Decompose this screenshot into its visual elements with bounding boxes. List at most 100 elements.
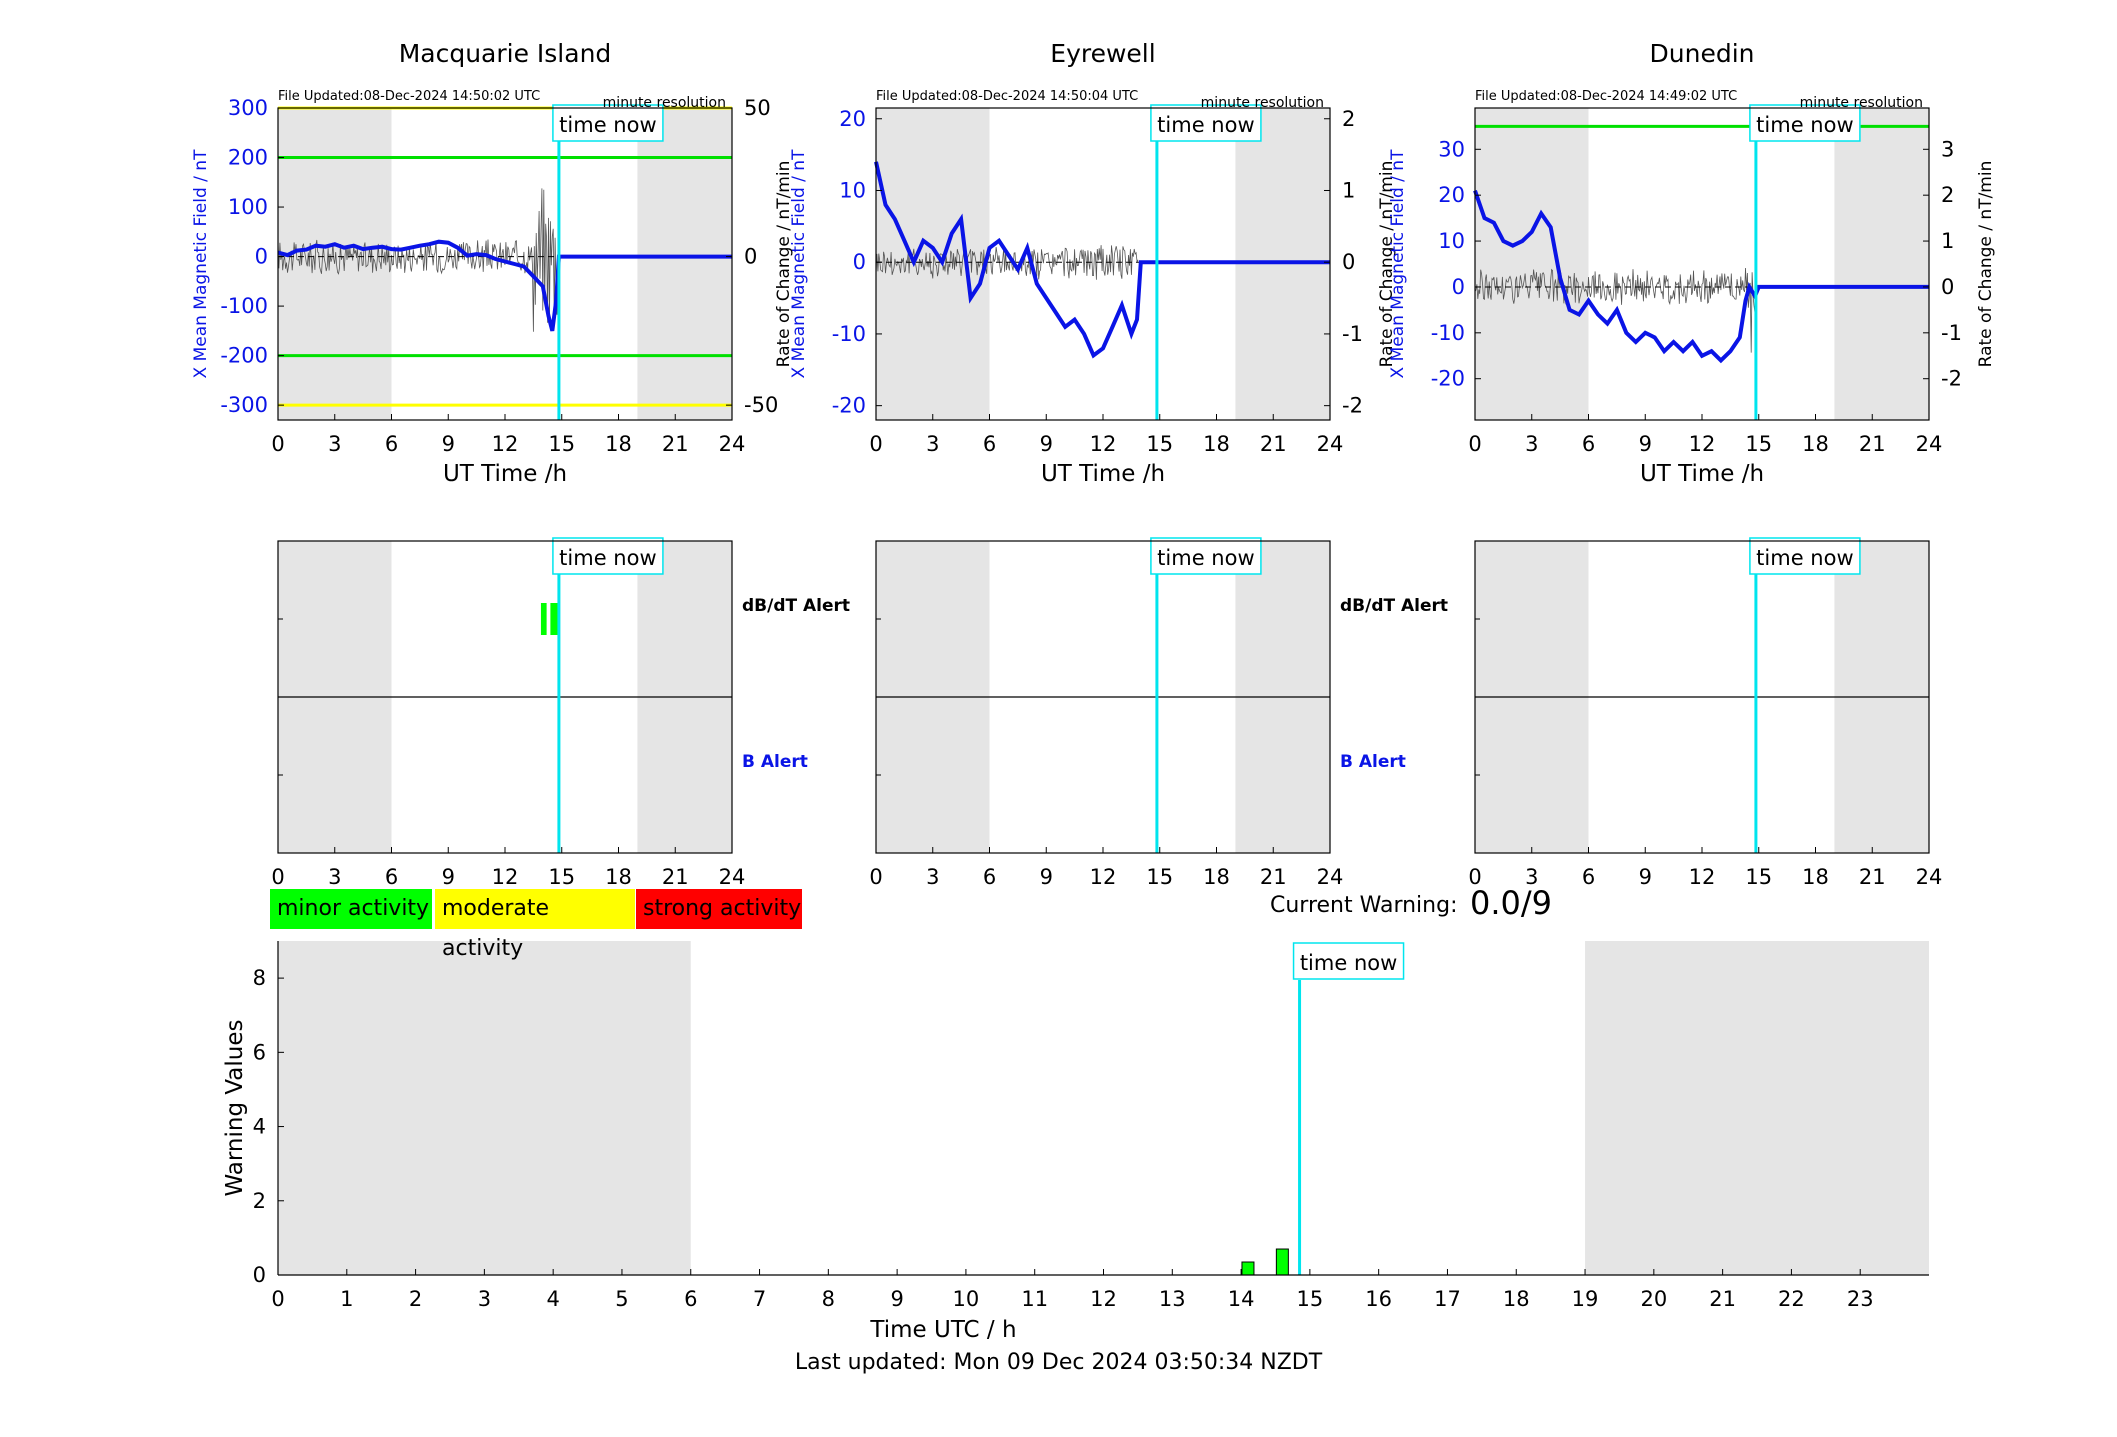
y-left-tick-label: -300 xyxy=(220,393,268,417)
y-right-tick-label: -2 xyxy=(1941,367,1962,391)
x-tick-label: 21 xyxy=(1260,432,1287,456)
x-tick-label: 18 xyxy=(1802,865,1829,889)
y-left-tick-label: 20 xyxy=(1438,183,1465,207)
y-right-tick-label: -2 xyxy=(1342,394,1363,418)
station-title: Eyrewell xyxy=(1050,39,1155,68)
y-right-axis-label: Rate of Change / nT/min xyxy=(1377,161,1397,368)
time-now-label: time now xyxy=(559,546,656,570)
x-tick-label: 12 xyxy=(1090,432,1117,456)
y-right-axis-label: Rate of Change / nT/min xyxy=(1976,161,1996,368)
y-left-tick-label: -200 xyxy=(220,344,268,368)
y-right-tick-label: -1 xyxy=(1941,321,1962,345)
time-now-label: time now xyxy=(1756,113,1853,137)
x-tick-label: 6 xyxy=(983,865,996,889)
time-now-label: time now xyxy=(559,113,656,137)
y-right-tick-label: 2 xyxy=(1342,107,1355,131)
x-tick-label: 24 xyxy=(1317,865,1344,889)
x-tick-label: 6 xyxy=(983,432,996,456)
y-left-axis-label: X Mean Magnetic Field / nT xyxy=(1388,149,1408,379)
y-tick-label: 6 xyxy=(253,1040,266,1064)
x-field-trace xyxy=(277,239,732,332)
y-right-tick-label: 1 xyxy=(1941,229,1954,253)
x-tick-label: 3 xyxy=(328,865,341,889)
x-tick-label: 21 xyxy=(1859,432,1886,456)
current-warning-label: Current Warning: xyxy=(1270,893,1458,918)
station-panel-0: Macquarie Island time now File Updated:08-… xyxy=(191,39,778,487)
x-tick-label: 18 xyxy=(1802,432,1829,456)
rate-of-change-trace xyxy=(1474,267,1756,353)
x-tick-label: 3 xyxy=(926,865,939,889)
x-tick-label: 6 xyxy=(1582,432,1595,456)
x-tick-label: 6 xyxy=(385,432,398,456)
x-tick-label: 1 xyxy=(340,1287,353,1311)
legend-moderate-activity: moderate activity xyxy=(435,889,635,961)
dbdt-alert-bar xyxy=(540,603,547,635)
x-field-trace xyxy=(874,161,1330,359)
resolution-label: minute resolution xyxy=(603,95,726,111)
x-tick-label: 21 xyxy=(1260,865,1287,889)
file-updated: File Updated:08-Dec-2024 14:50:02 UTC xyxy=(278,89,540,104)
y-left-tick-label: 0 xyxy=(853,250,866,274)
x-tick-label: 10 xyxy=(953,1287,980,1311)
x-tick-label: 3 xyxy=(1525,432,1538,456)
station-panel-2: Dunedin time now File Updated:08-Dec-2024 … xyxy=(1388,39,1996,487)
x-tick-label: 5 xyxy=(615,1287,628,1311)
x-tick-label: 3 xyxy=(478,1287,491,1311)
x-tick-label: 15 xyxy=(1146,432,1173,456)
night-shade xyxy=(278,941,691,1275)
dbdt-alert-label: dB/dT Alert xyxy=(742,596,850,616)
x-tick-label: 24 xyxy=(1916,432,1943,456)
x-tick-label: 19 xyxy=(1572,1287,1599,1311)
x-tick-label: 9 xyxy=(442,432,455,456)
y-left-tick-label: 0 xyxy=(255,245,268,269)
x-tick-label: 12 xyxy=(1689,865,1716,889)
x-tick-label: 9 xyxy=(442,865,455,889)
x-axis-label: UT Time /h xyxy=(443,461,567,487)
x-tick-label: 0 xyxy=(1468,432,1481,456)
x-tick-label: 17 xyxy=(1434,1287,1461,1311)
y-right-tick-label: -1 xyxy=(1342,322,1363,346)
x-tick-label: 8 xyxy=(822,1287,835,1311)
x-tick-label: 12 xyxy=(1090,1287,1117,1311)
y-tick-label: 4 xyxy=(253,1115,266,1139)
y-left-tick-label: 10 xyxy=(839,178,866,202)
x-tick-label: 18 xyxy=(1203,865,1230,889)
y-left-tick-label: 300 xyxy=(228,96,268,120)
dbdt-alert-bar xyxy=(550,603,558,635)
y-right-tick-label: -50 xyxy=(744,393,778,417)
y-left-tick-label: -20 xyxy=(1431,367,1465,391)
x-tick-label: 6 xyxy=(385,865,398,889)
x-tick-label: 22 xyxy=(1778,1287,1805,1311)
y-axis-label: Warning Values xyxy=(222,1019,248,1196)
last-updated: Last updated: Mon 09 Dec 2024 03:50:34 N… xyxy=(794,1350,1323,1375)
y-tick-label: 0 xyxy=(253,1263,266,1287)
x-tick-label: 0 xyxy=(869,865,882,889)
y-right-tick-label: 0 xyxy=(744,245,757,269)
x-tick-label: 15 xyxy=(548,432,575,456)
time-now-label: time now xyxy=(1157,113,1254,137)
y-left-tick-label: -10 xyxy=(832,322,866,346)
x-tick-label: 0 xyxy=(869,432,882,456)
x-tick-label: 21 xyxy=(662,865,689,889)
x-tick-label: 12 xyxy=(492,432,519,456)
x-tick-label: 12 xyxy=(1689,432,1716,456)
x-tick-label: 9 xyxy=(1639,865,1652,889)
night-shade xyxy=(1475,108,1589,420)
night-shade xyxy=(876,108,990,420)
time-now-label: time now xyxy=(1756,546,1853,570)
time-now-box xyxy=(1749,104,1861,142)
alert-panel-2: time now 0 3 6 9 12 15 18 21 24 xyxy=(1468,537,1942,889)
time-now-label: time now xyxy=(1300,951,1397,975)
x-tick-label: 23 xyxy=(1847,1287,1874,1311)
x-tick-label: 11 xyxy=(1021,1287,1048,1311)
b-alert-label: B Alert xyxy=(1340,752,1406,772)
x-tick-label: 9 xyxy=(1040,865,1053,889)
x-tick-label: 18 xyxy=(605,432,632,456)
y-right-tick-label: 2 xyxy=(1941,183,1954,207)
time-now-label: time now xyxy=(1157,546,1254,570)
x-tick-label: 24 xyxy=(1317,432,1344,456)
x-tick-label: 15 xyxy=(1745,432,1772,456)
x-tick-label: 15 xyxy=(1745,865,1772,889)
